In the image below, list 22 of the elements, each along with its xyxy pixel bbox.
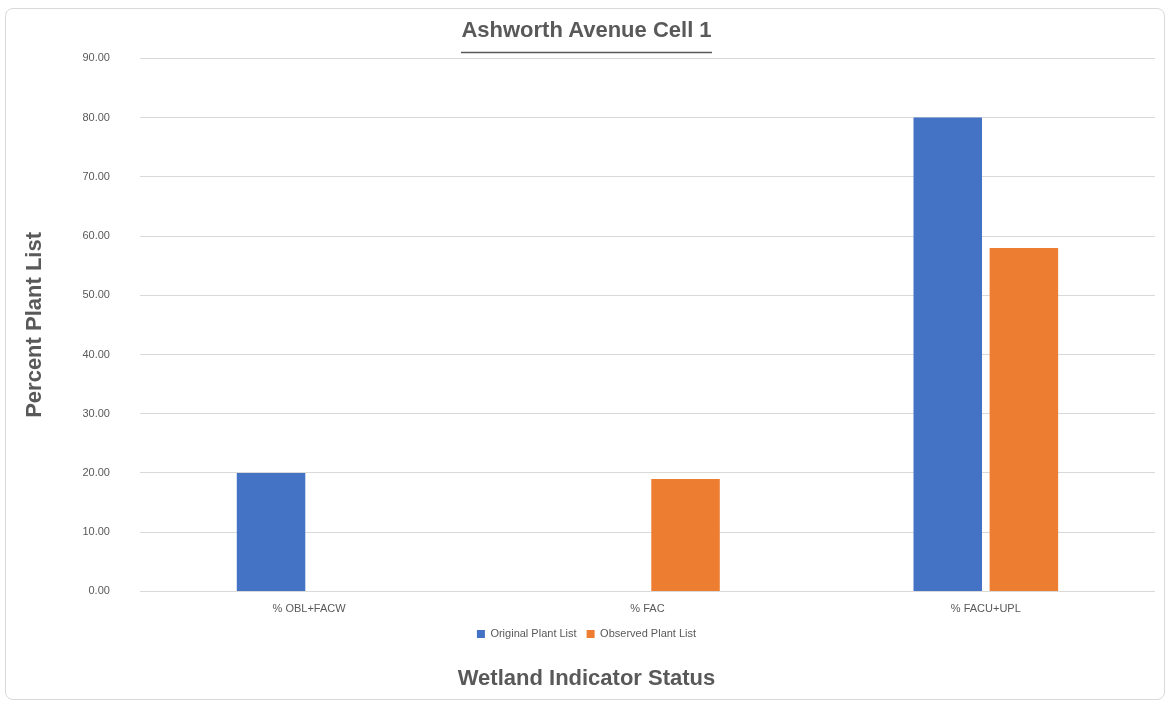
y-tick-label: 50.00	[82, 288, 110, 301]
y-tick-label: 10.00	[82, 525, 110, 538]
y-tick-label: 70.00	[82, 169, 110, 182]
y-tick-label: 60.00	[82, 229, 110, 242]
chart-title: Ashworth Avenue Cell 1	[461, 17, 712, 43]
x-axis-title: Wetland Indicator Status	[457, 664, 716, 690]
legend-label: Observed Plant List	[600, 627, 697, 640]
bar	[913, 117, 983, 591]
x-tick-label: % FACU+UPL	[950, 602, 1021, 615]
bar	[236, 472, 306, 591]
x-tick-label: % FAC	[630, 602, 665, 615]
y-axis-title: Percent Plant List	[21, 231, 47, 418]
y-tick-label: 20.00	[82, 465, 110, 478]
bar	[989, 247, 1059, 591]
y-tick-label: 90.00	[82, 51, 110, 64]
y-tick-label: 0.00	[88, 584, 110, 597]
y-tick-label: 40.00	[82, 347, 110, 360]
y-tick-label: 30.00	[82, 406, 110, 419]
y-tick-label: 80.00	[82, 110, 110, 123]
x-tick-label: % OBL+FACW	[272, 602, 347, 615]
legend-label: Original Plant List	[490, 627, 577, 640]
bar	[651, 478, 720, 591]
